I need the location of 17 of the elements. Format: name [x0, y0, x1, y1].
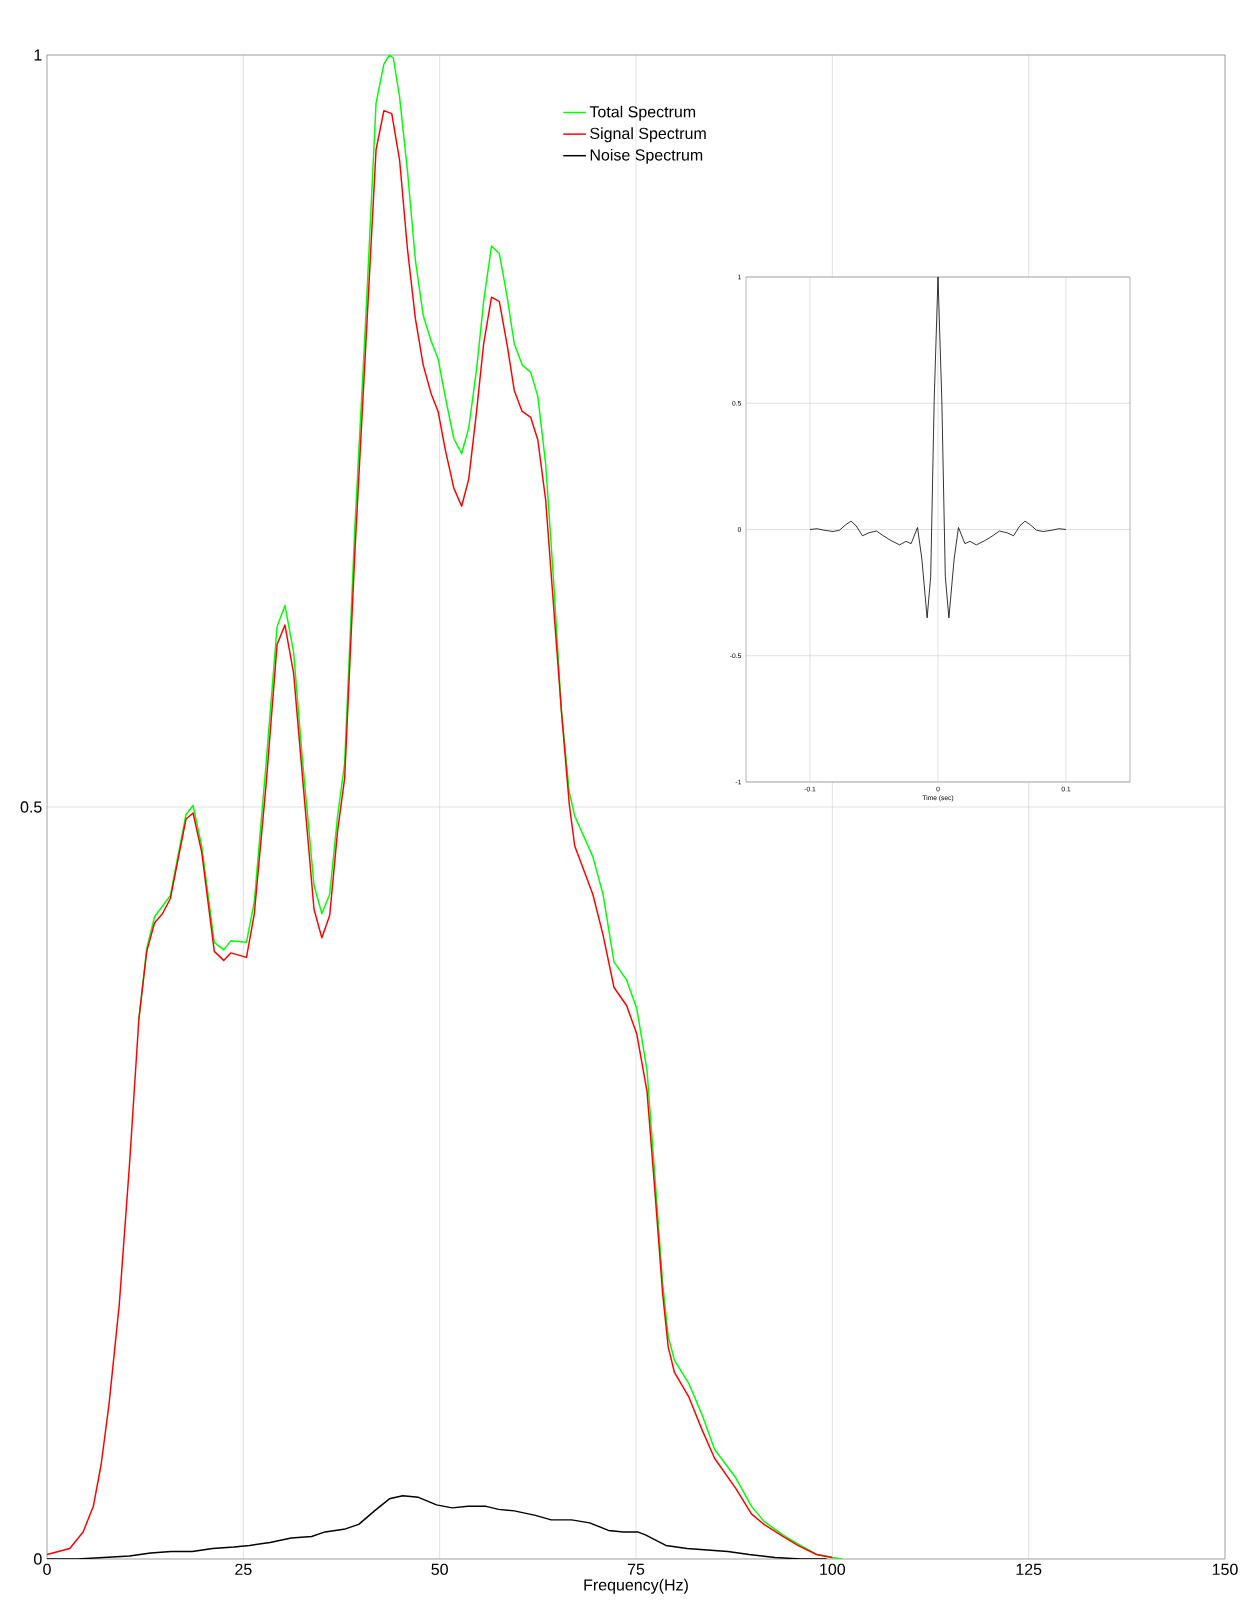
y-tick-label: 1	[34, 49, 42, 61]
x-tick-label: 125	[1016, 1563, 1042, 1576]
x-tick-label: 50	[431, 1563, 448, 1576]
x-tick-label: 150	[1212, 1563, 1238, 1576]
line-series	[809, 276, 1067, 619]
x-axis-title: Frequency(Hz)	[584, 1578, 688, 1594]
x-tick-label: 0	[43, 1563, 51, 1576]
x-tick-label: 75	[627, 1563, 645, 1575]
line-series	[47, 1495, 828, 1559]
legend-label: Total Spectrum	[589, 105, 696, 121]
legend-label: Noise Spectrum	[590, 148, 703, 164]
y-tick-label: 0	[34, 1553, 42, 1565]
y-tick-label: 0.5	[20, 801, 42, 813]
x-tick-label: 100	[820, 1563, 846, 1576]
x-tick-label: 25	[235, 1563, 252, 1576]
legend-label: Signal Spectrum	[590, 127, 706, 143]
line-series	[138, 55, 844, 1559]
